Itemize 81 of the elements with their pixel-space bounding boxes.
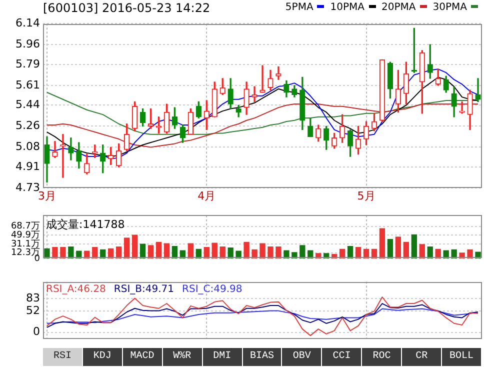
legend-label: 10PMA [330, 2, 365, 13]
series-label: RSI_B:49.71 [114, 284, 174, 295]
text: CCI [322, 348, 362, 366]
bar [52, 247, 58, 258]
bar [411, 234, 417, 258]
y-tick-label: 0 [33, 325, 40, 338]
text: BIAS [242, 348, 282, 366]
bar [124, 238, 130, 258]
bar [347, 246, 354, 258]
text: CR [402, 348, 442, 366]
bar [44, 248, 50, 258]
y-tick-label: 52 [26, 304, 40, 318]
legend-label: 30PMA [432, 2, 467, 13]
bar [60, 247, 66, 258]
y-tick-label: 68.7万 [10, 222, 40, 232]
bar [300, 245, 306, 258]
text: MACD [122, 348, 163, 366]
series-label: RSI_C:49.98 [182, 284, 242, 295]
bar [188, 243, 194, 258]
bar [451, 249, 457, 258]
bar [156, 242, 162, 258]
text: BOLL [442, 348, 482, 366]
bar [244, 242, 250, 258]
y-tick-label: 83 [26, 292, 40, 304]
bar [387, 239, 394, 258]
y-tick-label: 4.91 [16, 160, 40, 173]
y-tick-label: 31.1万 [10, 239, 40, 250]
bar [427, 246, 433, 258]
bar [236, 250, 242, 258]
bar [212, 242, 218, 258]
y-tick-label: 5.79 [16, 57, 40, 70]
bar [268, 246, 274, 258]
candlestick [60, 134, 66, 178]
bar [475, 252, 481, 258]
x-tick-label: 4月 [198, 189, 216, 202]
y-tick-label: 5.08 [16, 140, 40, 154]
bar [252, 249, 258, 258]
bar [116, 246, 122, 258]
bar [292, 252, 298, 258]
x-tick-label: 3月 [38, 189, 56, 202]
bar [379, 228, 386, 258]
bar [228, 247, 234, 258]
text: RSI_A:46.28 [46, 284, 106, 295]
y-tick-label: 5.26 [16, 119, 40, 132]
bar [172, 246, 178, 258]
candlestick [252, 86, 258, 102]
bar [260, 243, 266, 258]
text: KDJ [82, 348, 123, 366]
bar [459, 252, 465, 258]
y-tick-label: 49.9万 [10, 230, 40, 241]
text: DMI [202, 348, 243, 366]
candlestick [260, 65, 266, 93]
chart-title: 成交量:141788 [46, 217, 125, 232]
candlestick [276, 66, 282, 80]
bar [419, 244, 425, 258]
bar [467, 249, 473, 258]
bar [132, 234, 138, 258]
bar [68, 246, 74, 258]
y-tick-label: 5.44 [16, 98, 40, 112]
bar [395, 236, 402, 258]
text: RSI [43, 348, 83, 366]
text: ROC [362, 348, 402, 366]
y-tick-label: 0 [34, 254, 40, 264]
bar [140, 244, 146, 258]
y-tick-label: 6.14 [16, 16, 40, 30]
legend-label: 5PMA [285, 2, 314, 13]
y-tick-label: 5.61 [16, 78, 40, 92]
candlestick [475, 78, 481, 102]
legend-label: 20PMA [382, 2, 416, 13]
text: W%R [162, 348, 203, 366]
bar [220, 246, 226, 258]
bar [148, 245, 154, 258]
y-tick-label: 5.96 [16, 37, 40, 50]
y-tick-label: 4.73 [16, 180, 40, 194]
bar [403, 242, 410, 258]
bar [284, 250, 290, 258]
bar [164, 243, 170, 258]
text: OBV [282, 348, 322, 366]
x-tick-label: 5月 [357, 189, 376, 202]
bar [276, 246, 282, 258]
chart-title: [600103] 2016-05-23 14:22 [43, 1, 210, 15]
